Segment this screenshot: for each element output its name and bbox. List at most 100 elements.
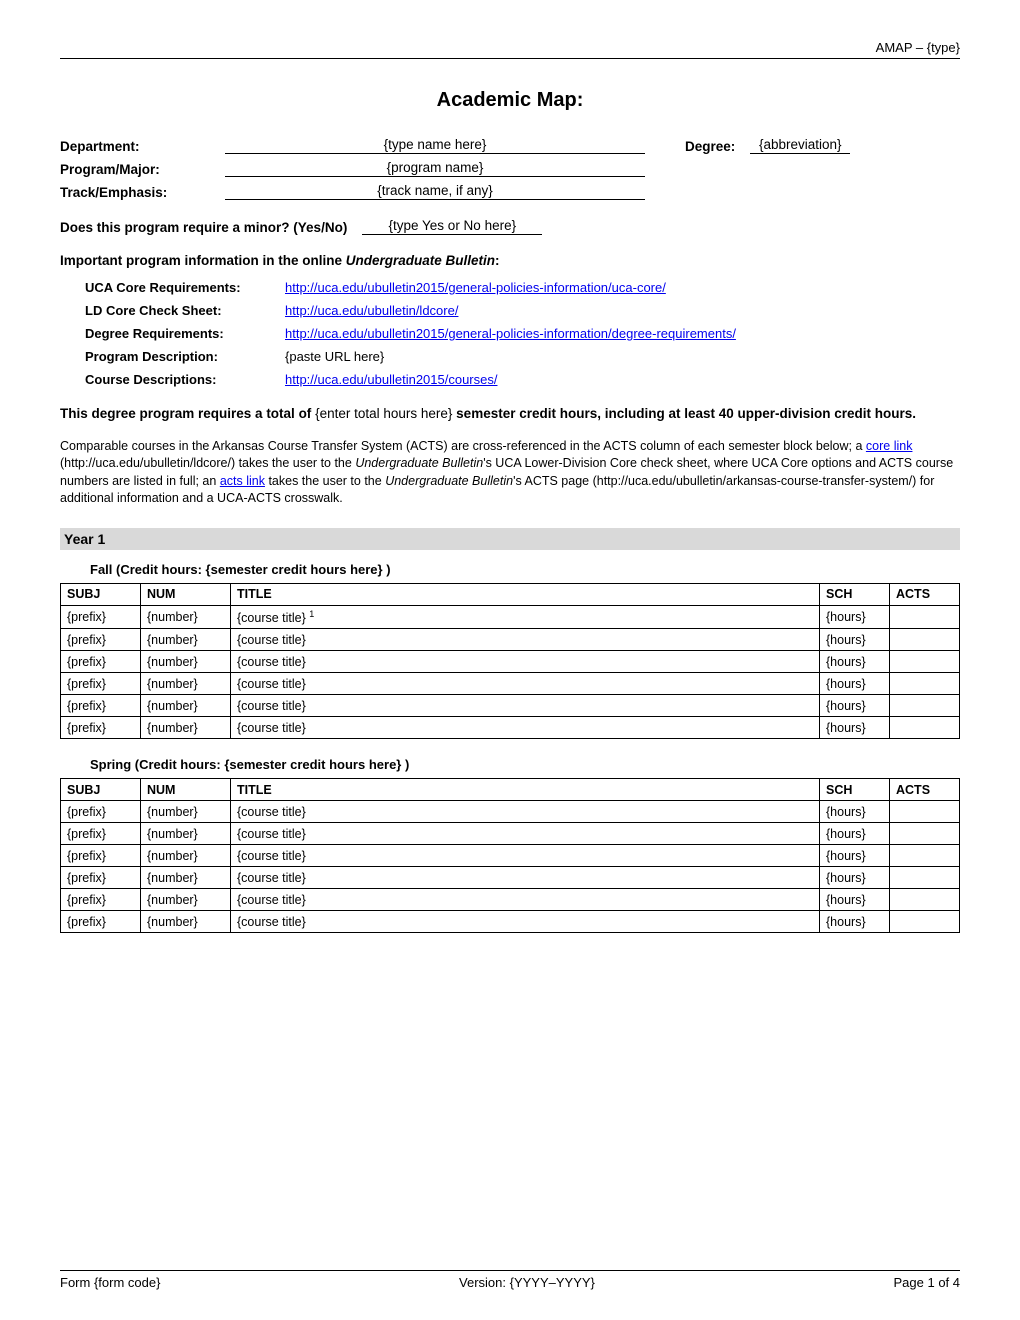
table-cell: {course title} (231, 651, 820, 673)
table-cell: {number} (141, 605, 231, 628)
table-cell: {hours} (820, 673, 890, 695)
track-value: {track name, if any} (225, 183, 645, 200)
th-subj: SUBJ (61, 779, 141, 801)
table-cell: {number} (141, 801, 231, 823)
table-cell (890, 889, 960, 911)
table-cell: {course title} (231, 867, 820, 889)
degree-value: {abbreviation} (750, 137, 850, 154)
table-cell (890, 845, 960, 867)
table-cell: {prefix} (61, 911, 141, 933)
table-row: {prefix}{number}{course title}{hours} (61, 695, 960, 717)
table-cell: {hours} (820, 717, 890, 739)
table-cell: {course title} (231, 695, 820, 717)
table-cell: {course title} 1 (231, 605, 820, 628)
course-desc-link[interactable]: http://uca.edu/ubulletin2015/courses/ (285, 372, 497, 387)
degree-req-link[interactable]: http://uca.edu/ubulletin2015/general-pol… (285, 326, 736, 341)
table-cell: {hours} (820, 823, 890, 845)
table-cell (890, 801, 960, 823)
table-cell (890, 651, 960, 673)
course-desc-label: Course Descriptions: (85, 372, 285, 387)
table-row: {prefix}{number}{course title}{hours} (61, 629, 960, 651)
table-cell: {prefix} (61, 605, 141, 628)
footer-center: Version: {YYYY–YYYY} (459, 1275, 595, 1290)
ld-core-label: LD Core Check Sheet: (85, 303, 285, 318)
table-row: {prefix}{number}{course title}{hours} (61, 911, 960, 933)
table-cell: {number} (141, 629, 231, 651)
table-cell: {number} (141, 695, 231, 717)
table-cell: {course title} (231, 845, 820, 867)
minor-value: {type Yes or No here} (362, 218, 542, 235)
bulletin-heading: Important program information in the onl… (60, 253, 960, 268)
table-cell: {course title} (231, 911, 820, 933)
table-cell: {prefix} (61, 801, 141, 823)
th-sch: SCH (820, 583, 890, 605)
table-cell (890, 629, 960, 651)
table-cell: {number} (141, 867, 231, 889)
spring-table: SUBJ NUM TITLE SCH ACTS {prefix}{number}… (60, 778, 960, 933)
table-cell: {course title} (231, 801, 820, 823)
th-subj: SUBJ (61, 583, 141, 605)
table-cell: {hours} (820, 867, 890, 889)
acts-link[interactable]: acts link (220, 474, 265, 488)
year-heading: Year 1 (60, 528, 960, 550)
table-cell: {course title} (231, 717, 820, 739)
table-cell (890, 695, 960, 717)
program-label: Program/Major: (60, 162, 225, 177)
page-title: Academic Map: (60, 89, 960, 112)
core-link[interactable]: core link (866, 439, 913, 453)
th-title: TITLE (231, 779, 820, 801)
th-num: NUM (141, 583, 231, 605)
th-acts: ACTS (890, 779, 960, 801)
ld-core-link[interactable]: http://uca.edu/ubulletin/ldcore/ (285, 303, 458, 318)
program-desc-label: Program Description: (85, 349, 285, 364)
table-cell: {number} (141, 823, 231, 845)
th-sch: SCH (820, 779, 890, 801)
table-cell (890, 605, 960, 628)
header-right: AMAP – {type} (60, 40, 960, 59)
program-value: {program name} (225, 160, 645, 177)
table-cell: {hours} (820, 801, 890, 823)
table-cell: {course title} (231, 889, 820, 911)
table-cell: {prefix} (61, 695, 141, 717)
table-row: {prefix}{number}{course title}{hours} (61, 889, 960, 911)
table-cell: {prefix} (61, 717, 141, 739)
th-title: TITLE (231, 583, 820, 605)
table-cell: {hours} (820, 911, 890, 933)
table-cell: {number} (141, 651, 231, 673)
table-cell: {course title} (231, 673, 820, 695)
table-cell: {hours} (820, 605, 890, 628)
footer: Form {form code} Version: {YYYY–YYYY} Pa… (60, 1270, 960, 1290)
uca-core-link[interactable]: http://uca.edu/ubulletin2015/general-pol… (285, 280, 666, 295)
department-label: Department: (60, 139, 225, 154)
table-cell (890, 717, 960, 739)
table-cell: {prefix} (61, 845, 141, 867)
table-cell (890, 867, 960, 889)
table-cell: {hours} (820, 629, 890, 651)
table-cell: {prefix} (61, 651, 141, 673)
degree-requirements-text: This degree program requires a total of … (60, 405, 960, 424)
table-cell: {hours} (820, 651, 890, 673)
acts-paragraph: Comparable courses in the Arkansas Cours… (60, 438, 960, 508)
table-row: {prefix}{number}{course title}{hours} (61, 823, 960, 845)
table-cell: {hours} (820, 845, 890, 867)
table-cell: {number} (141, 717, 231, 739)
fall-table: SUBJ NUM TITLE SCH ACTS {prefix}{number}… (60, 583, 960, 739)
footer-left: Form {form code} (60, 1275, 160, 1290)
table-cell: {hours} (820, 889, 890, 911)
table-cell: {number} (141, 911, 231, 933)
table-row: {prefix}{number}{course title} 1{hours} (61, 605, 960, 628)
table-cell (890, 823, 960, 845)
table-cell: {number} (141, 845, 231, 867)
table-cell: {prefix} (61, 889, 141, 911)
footer-right: Page 1 of 4 (894, 1275, 961, 1290)
fall-heading: Fall (Credit hours: {semester credit hou… (90, 562, 960, 577)
department-value: {type name here} (225, 137, 645, 154)
table-cell: {number} (141, 673, 231, 695)
table-row: {prefix}{number}{course title}{hours} (61, 801, 960, 823)
th-num: NUM (141, 779, 231, 801)
table-cell: {hours} (820, 695, 890, 717)
uca-core-label: UCA Core Requirements: (85, 280, 285, 295)
track-label: Track/Emphasis: (60, 185, 225, 200)
program-desc-value: {paste URL here} (285, 349, 384, 364)
degree-req-label: Degree Requirements: (85, 326, 285, 341)
